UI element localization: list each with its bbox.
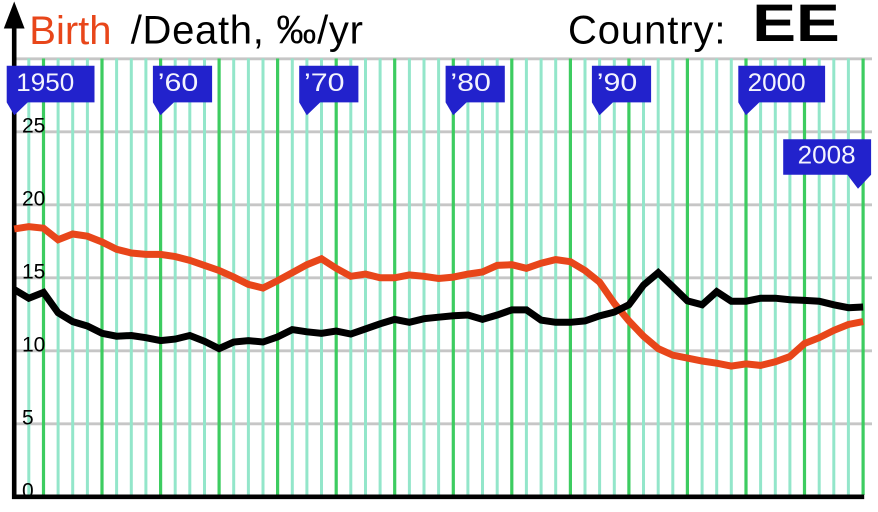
- svg-text:10: 10: [22, 334, 45, 357]
- svg-text:2000: 2000: [748, 69, 806, 97]
- svg-text:’90: ’90: [597, 69, 638, 97]
- svg-text:0: 0: [22, 480, 34, 503]
- svg-text:20: 20: [22, 188, 45, 211]
- svg-text:’80: ’80: [450, 69, 491, 97]
- svg-text:2008: 2008: [798, 141, 856, 169]
- svg-text:EE: EE: [752, 0, 840, 53]
- svg-text:/Death, ‰/yr: /Death, ‰/yr: [131, 9, 364, 53]
- svg-text:1950: 1950: [16, 69, 74, 97]
- svg-text:’60: ’60: [158, 69, 199, 97]
- svg-text:Birth: Birth: [29, 9, 111, 53]
- svg-text:’70: ’70: [304, 69, 345, 97]
- svg-text:Country:: Country:: [568, 9, 726, 53]
- svg-text:5: 5: [22, 407, 34, 430]
- svg-text:25: 25: [22, 115, 45, 138]
- svg-text:15: 15: [22, 261, 45, 284]
